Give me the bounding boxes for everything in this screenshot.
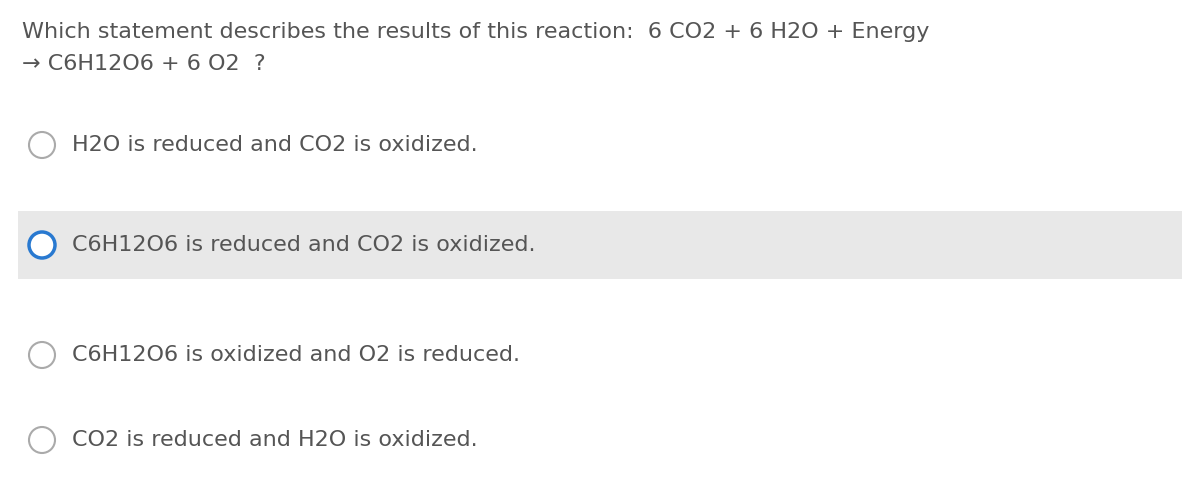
Text: C6H12O6 is reduced and CO2 is oxidized.: C6H12O6 is reduced and CO2 is oxidized.	[72, 235, 535, 255]
Text: CO2 is reduced and H2O is oxidized.: CO2 is reduced and H2O is oxidized.	[72, 430, 478, 450]
Text: H2O is reduced and CO2 is oxidized.: H2O is reduced and CO2 is oxidized.	[72, 135, 478, 155]
Text: → C6H12O6 + 6 O2  ?: → C6H12O6 + 6 O2 ?	[22, 54, 265, 74]
Text: Which statement describes the results of this reaction:  6 CO2 + 6 H2O + Energy: Which statement describes the results of…	[22, 22, 929, 42]
Ellipse shape	[29, 342, 55, 368]
FancyBboxPatch shape	[18, 211, 1182, 279]
Ellipse shape	[29, 232, 55, 258]
Ellipse shape	[29, 132, 55, 158]
Text: C6H12O6 is oxidized and O2 is reduced.: C6H12O6 is oxidized and O2 is reduced.	[72, 345, 520, 365]
Ellipse shape	[29, 427, 55, 453]
